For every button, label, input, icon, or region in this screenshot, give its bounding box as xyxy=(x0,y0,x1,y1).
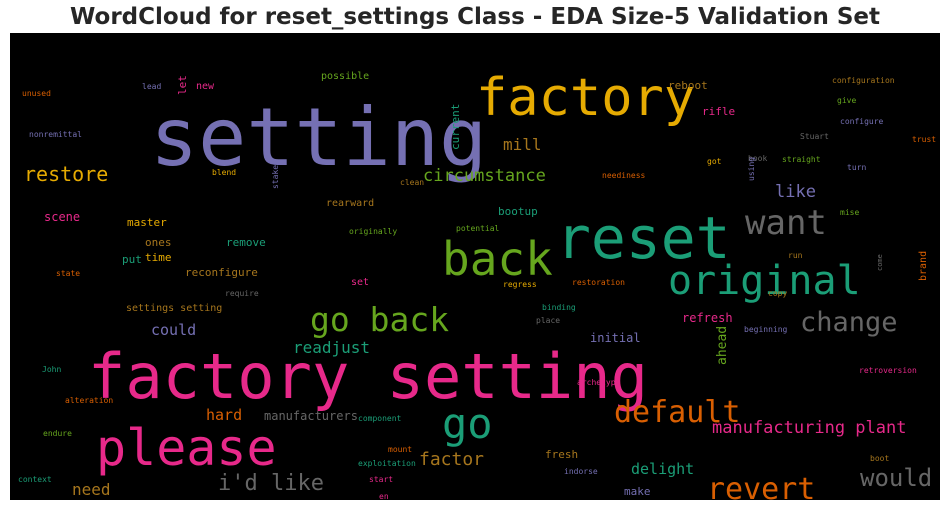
cloud-word: component xyxy=(358,414,402,423)
cloud-word: restore xyxy=(24,162,108,186)
cloud-word: refresh xyxy=(682,311,733,325)
cloud-word: manufacturing plant xyxy=(712,418,906,438)
cloud-word: boot xyxy=(870,454,889,463)
cloud-word: want xyxy=(745,203,827,243)
cloud-word: factor xyxy=(419,449,484,470)
cloud-word: place xyxy=(536,316,560,325)
cloud-word: come xyxy=(876,254,884,271)
cloud-word: i'd like xyxy=(218,471,324,496)
cloud-word: change xyxy=(800,307,898,338)
cloud-word: current xyxy=(449,104,462,150)
word-cloud: setting factory setting reset factory please… xyxy=(10,33,940,500)
cloud-word: rearward xyxy=(326,198,374,209)
cloud-word: time xyxy=(145,251,172,264)
cloud-word: reconfigure xyxy=(185,266,258,279)
cloud-word: book xyxy=(748,154,767,163)
cloud-word: go back xyxy=(310,300,449,339)
cloud-word: require xyxy=(225,289,259,298)
cloud-word: delight xyxy=(631,460,694,478)
cloud-word: retroversion xyxy=(859,366,917,375)
cloud-word: put xyxy=(122,253,142,266)
cloud-word: archetype xyxy=(577,378,621,387)
cloud-word: manufacturers xyxy=(264,409,358,423)
cloud-word: lead xyxy=(142,82,161,91)
cloud-word: blend xyxy=(212,168,236,177)
cloud-word: ones xyxy=(145,236,172,249)
cloud-word: hard xyxy=(206,406,242,424)
cloud-word: neediness xyxy=(602,171,646,180)
cloud-word: set xyxy=(351,277,369,288)
cloud-word: settings setting xyxy=(126,303,222,314)
cloud-word: mill xyxy=(503,135,542,154)
cloud-word: stake xyxy=(271,165,280,189)
cloud-word: go xyxy=(442,399,493,448)
word-cloud-canvas: setting factory setting reset factory please… xyxy=(18,68,936,500)
cloud-word: mise xyxy=(840,208,859,217)
cloud-word: run xyxy=(788,251,803,260)
cloud-word: potential xyxy=(456,224,500,233)
cloud-word: bootup xyxy=(498,205,538,218)
cloud-word: using xyxy=(747,157,756,181)
cloud-word: new xyxy=(196,81,215,92)
cloud-word: indorse xyxy=(564,467,598,476)
chart-title: WordCloud for reset_settings Class - EDA… xyxy=(69,4,880,30)
cloud-word: readjust xyxy=(293,338,370,357)
cloud-word: beginning xyxy=(744,325,788,334)
cloud-word: en xyxy=(379,492,389,500)
cloud-word: clean xyxy=(400,178,424,187)
cloud-word: alteration xyxy=(65,396,113,405)
cloud-word: configuration xyxy=(832,76,895,85)
cloud-word: circumstance xyxy=(423,166,546,186)
cloud-word: originally xyxy=(349,227,397,236)
cloud-word: mount xyxy=(388,445,412,454)
cloud-word: reset xyxy=(556,204,731,272)
cloud-word: regress xyxy=(503,280,537,289)
cloud-word: brand xyxy=(918,251,929,281)
cloud-word: original xyxy=(668,258,861,304)
cloud-word: turn xyxy=(847,163,866,172)
cloud-word: would xyxy=(860,464,932,492)
cloud-word: context xyxy=(18,475,52,484)
cloud-word: initial xyxy=(590,331,641,345)
cloud-word: back xyxy=(442,232,553,286)
cloud-word: scene xyxy=(44,210,80,224)
cloud-word: John xyxy=(42,365,61,374)
cloud-word: let xyxy=(176,75,189,95)
cloud-word: revert xyxy=(707,472,815,500)
cloud-word: Stuart xyxy=(800,132,829,141)
cloud-word: start xyxy=(369,475,393,484)
cloud-word: binding xyxy=(542,303,576,312)
cloud-word: setting xyxy=(150,91,487,184)
cloud-word: configure xyxy=(840,117,884,126)
cloud-word: default xyxy=(614,395,740,430)
cloud-word: rifle xyxy=(702,105,735,118)
cloud-word: give xyxy=(837,96,856,105)
cloud-word: remove xyxy=(226,236,266,249)
cloud-word: exploitation xyxy=(358,459,416,468)
cloud-word: state xyxy=(56,269,80,278)
cloud-word: copy xyxy=(768,289,787,298)
cloud-word: master xyxy=(127,216,167,229)
cloud-word: nonremittal xyxy=(29,130,82,139)
cloud-word: like xyxy=(775,182,816,202)
cloud-word: trust xyxy=(912,135,936,144)
cloud-word: possible xyxy=(321,71,369,82)
cloud-word: please xyxy=(96,419,277,477)
cloud-word: endure xyxy=(43,429,72,438)
cloud-word: factory setting xyxy=(88,340,648,413)
cloud-word: fresh xyxy=(545,448,578,461)
cloud-word: need xyxy=(72,480,111,499)
cloud-word: factory xyxy=(476,68,695,128)
cloud-word: could xyxy=(151,321,196,339)
cloud-word: got xyxy=(707,157,722,166)
cloud-word: ahead xyxy=(715,326,730,365)
cloud-word: make xyxy=(624,485,651,498)
cloud-word: straight xyxy=(782,155,821,164)
cloud-word: reboot xyxy=(668,79,708,92)
cloud-word: unused xyxy=(22,89,51,98)
cloud-word: restoration xyxy=(572,278,625,287)
